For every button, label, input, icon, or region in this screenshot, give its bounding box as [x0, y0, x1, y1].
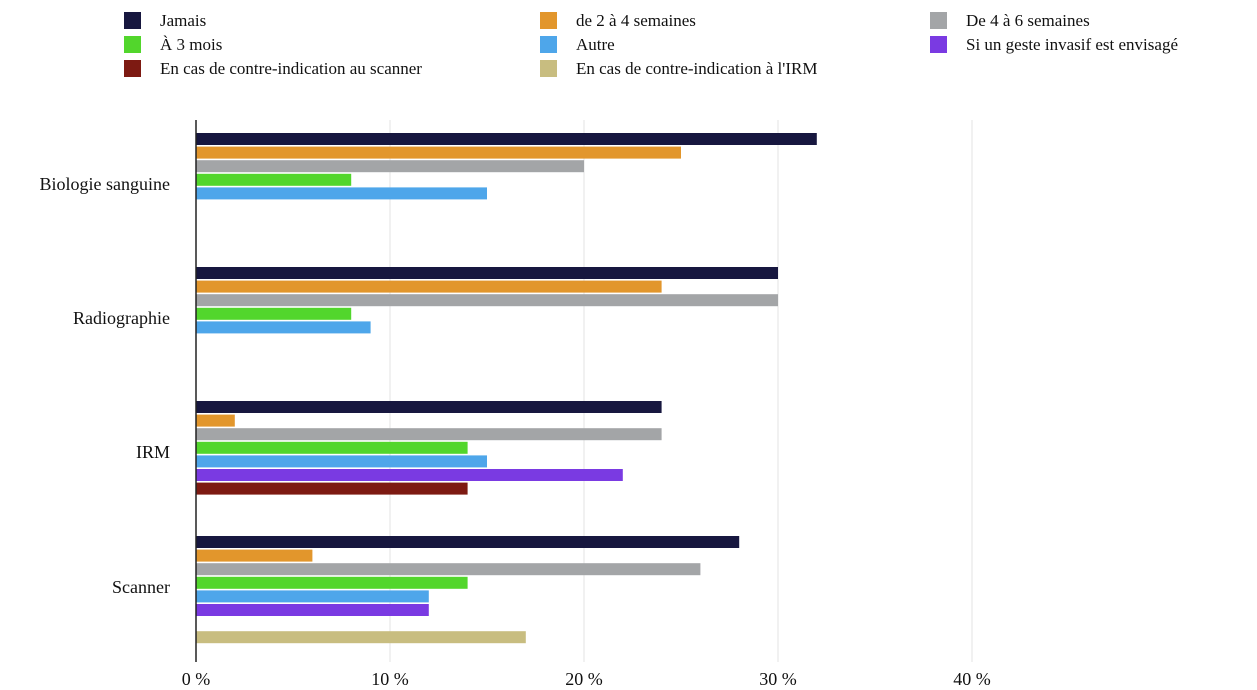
legend-label: de 2 à 4 semaines: [576, 11, 696, 30]
legend-item: de 2 à 4 semaines: [540, 11, 696, 30]
bar-0-2: [196, 160, 584, 173]
x-tick-label: 0 %: [182, 669, 211, 689]
bar-3-2: [196, 563, 701, 576]
bar-0-3: [196, 173, 352, 186]
category-label: Biologie sanguine: [40, 174, 170, 194]
bar-2-3: [196, 441, 468, 454]
category-label: Radiographie: [73, 308, 170, 328]
legend-item: En cas de contre-indication à l'IRM: [540, 59, 817, 78]
legend-swatch: [124, 36, 141, 53]
category-label: Scanner: [112, 577, 170, 597]
bar-3-1: [196, 549, 313, 562]
category-label: IRM: [136, 442, 170, 462]
bar-3-5: [196, 604, 429, 616]
gridlines: [389, 120, 973, 662]
legend-item: En cas de contre-indication au scanner: [124, 59, 422, 78]
legend-item: Autre: [540, 35, 615, 54]
legend-swatch: [540, 36, 557, 53]
category-labels: Biologie sanguine Radiographie IRM Scanner: [40, 174, 170, 597]
x-tick-label: 20 %: [565, 669, 603, 689]
bar-1-1: [196, 280, 662, 293]
legend-item: Jamais: [124, 11, 206, 30]
bar-0-0: [196, 133, 817, 145]
bar-2-6: [196, 482, 468, 495]
bar-2-4: [196, 455, 487, 468]
legend-label: Jamais: [160, 11, 206, 30]
bar-1-3: [196, 307, 352, 320]
bars: [196, 133, 817, 644]
legend-swatch: [930, 36, 947, 53]
legend-label: Si un geste invasif est envisagé: [966, 35, 1178, 54]
bar-2-2: [196, 428, 662, 441]
legend-label: À 3 mois: [160, 35, 222, 54]
bar-3-4: [196, 590, 429, 603]
legend-item: Si un geste invasif est envisagé: [930, 35, 1178, 54]
bar-1-0: [196, 267, 778, 279]
legend-swatch: [124, 12, 141, 29]
legend-item: De 4 à 6 semaines: [930, 11, 1090, 30]
x-tick-label: 40 %: [953, 669, 991, 689]
bar-1-2: [196, 294, 778, 307]
bar-2-1: [196, 414, 235, 427]
legend-swatch: [124, 60, 141, 77]
chart-legend: Jamais de 2 à 4 semaines De 4 à 6 semaines…: [124, 11, 1178, 78]
legend-label: En cas de contre-indication à l'IRM: [576, 59, 817, 78]
legend-swatch: [540, 60, 557, 77]
bar-2-0: [196, 401, 662, 413]
legend-label: De 4 à 6 semaines: [966, 11, 1090, 30]
x-tick-label: 10 %: [371, 669, 409, 689]
bar-0-4: [196, 187, 487, 200]
x-tick-labels: 0 % 10 % 20 % 30 % 40 %: [182, 669, 991, 689]
bar-3-3: [196, 576, 468, 589]
legend-item: À 3 mois: [124, 35, 222, 54]
legend-swatch: [930, 12, 947, 29]
bar-2-5: [196, 469, 623, 481]
bar-3-7: [196, 631, 526, 644]
bar-0-1: [196, 146, 681, 159]
bar-3-0: [196, 536, 740, 548]
legend-label: Autre: [576, 35, 615, 54]
legend-swatch: [540, 12, 557, 29]
x-tick-label: 30 %: [759, 669, 797, 689]
legend-label: En cas de contre-indication au scanner: [160, 59, 422, 78]
bar-1-4: [196, 321, 371, 334]
